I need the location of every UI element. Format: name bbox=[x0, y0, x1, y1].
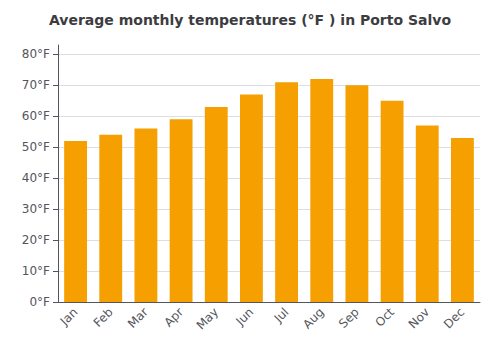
svg-text:60°F: 60°F bbox=[22, 109, 50, 123]
svg-text:Jan: Jan bbox=[57, 305, 81, 329]
svg-text:0°F: 0°F bbox=[29, 295, 50, 309]
svg-text:70°F: 70°F bbox=[22, 78, 50, 92]
svg-text:Average monthly temperatures (: Average monthly temperatures (°F ) in Po… bbox=[49, 12, 451, 28]
svg-text:Feb: Feb bbox=[91, 305, 116, 330]
svg-text:40°F: 40°F bbox=[22, 171, 50, 185]
svg-text:Apr: Apr bbox=[161, 305, 186, 330]
svg-text:20°F: 20°F bbox=[22, 233, 50, 247]
svg-text:Mar: Mar bbox=[125, 305, 151, 331]
svg-text:50°F: 50°F bbox=[22, 140, 50, 154]
svg-text:80°F: 80°F bbox=[22, 47, 50, 61]
svg-text:Jun: Jun bbox=[233, 305, 257, 329]
svg-text:Aug: Aug bbox=[300, 305, 326, 331]
svg-text:Sep: Sep bbox=[336, 305, 362, 331]
svg-text:Dec: Dec bbox=[441, 305, 467, 331]
svg-text:30°F: 30°F bbox=[22, 202, 50, 216]
svg-text:Nov: Nov bbox=[406, 305, 432, 331]
svg-text:10°F: 10°F bbox=[22, 264, 50, 278]
svg-text:Oct: Oct bbox=[372, 305, 397, 330]
svg-text:May: May bbox=[194, 305, 221, 332]
svg-text:Jul: Jul bbox=[271, 305, 292, 326]
